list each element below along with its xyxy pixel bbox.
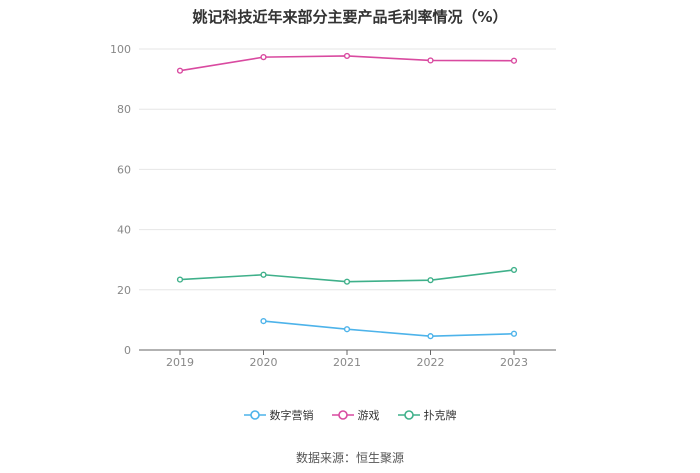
- legend-swatch-icon: [331, 410, 354, 420]
- y-tick-label: 80: [117, 103, 131, 116]
- data-point: [343, 326, 351, 333]
- data-point: [510, 330, 518, 337]
- legend-label: 扑克牌: [423, 409, 457, 422]
- legend-label: 游戏: [357, 409, 380, 422]
- y-tick-label: 0: [124, 344, 131, 357]
- x-tick-label: 2023: [500, 356, 528, 369]
- y-tick-label: 100: [110, 43, 131, 56]
- data-point: [343, 278, 351, 285]
- series-line: [263, 320, 515, 337]
- legend-label: 数字营销: [269, 409, 314, 422]
- legend-swatch-icon: [243, 410, 266, 420]
- x-tick-label: 2019: [166, 356, 194, 369]
- legend-item[interactable]: 游戏: [331, 407, 380, 423]
- data-point: [176, 276, 184, 283]
- data-point: [427, 57, 434, 64]
- data-point: [427, 333, 434, 340]
- legend-item[interactable]: 数字营销: [243, 407, 314, 423]
- data-point: [343, 52, 351, 60]
- x-tick-label: 2021: [333, 356, 361, 369]
- y-axis-ticks: 0 20 40 60 80 100: [110, 43, 131, 357]
- x-axis: 2019 2020 2021 2022 2023: [139, 349, 556, 369]
- chart-title: 姚记科技近年来部分主要产品毛利率情况（%）: [192, 8, 508, 26]
- data-point: [260, 271, 267, 278]
- data-point: [260, 318, 267, 325]
- data-point: [510, 266, 518, 274]
- data-point: [260, 54, 267, 61]
- data-source: 数据来源：恒生聚源: [295, 451, 404, 465]
- x-tick-label: 2020: [250, 356, 278, 369]
- data-point: [176, 67, 184, 74]
- legend-item[interactable]: 扑克牌: [397, 407, 457, 423]
- y-tick-label: 20: [117, 284, 131, 297]
- data-point: [427, 277, 434, 284]
- legend-swatch-icon: [397, 410, 420, 420]
- series-lines: [176, 52, 518, 340]
- y-tick-label: 60: [117, 163, 131, 176]
- y-tick-label: 40: [117, 224, 131, 237]
- x-tick-label: 2022: [417, 356, 445, 369]
- data-point: [510, 57, 518, 64]
- legend: 数字营销 游戏 扑克牌: [0, 407, 700, 423]
- grid-lines: [139, 48, 556, 291]
